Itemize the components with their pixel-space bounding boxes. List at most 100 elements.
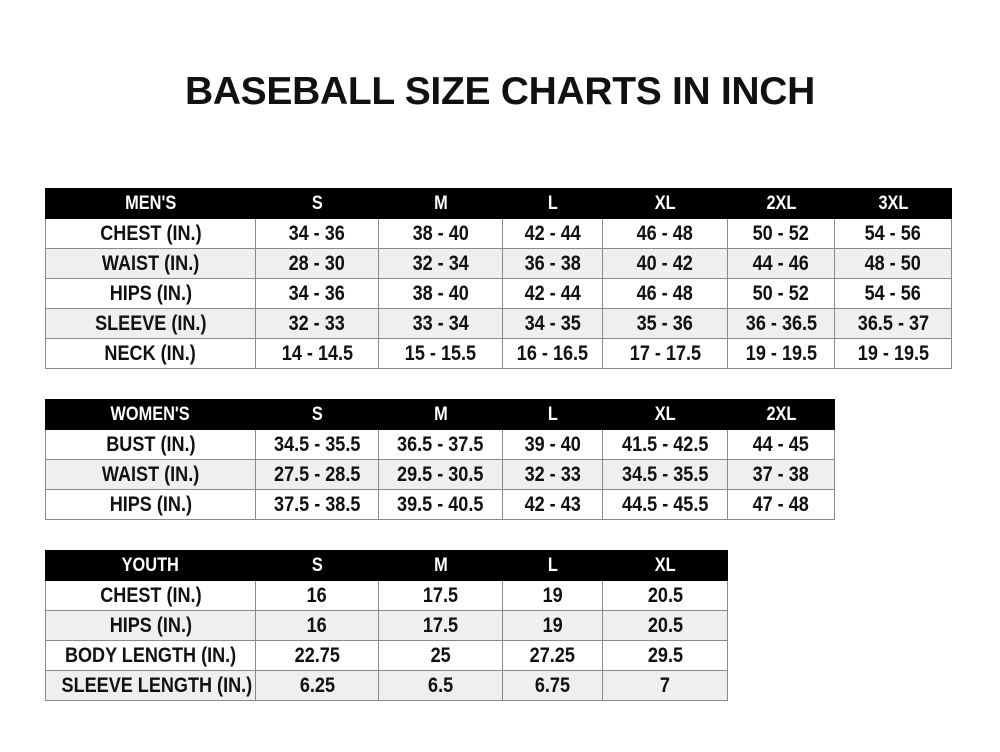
size-cell: 20.5 (602, 610, 728, 641)
size-cell: 50 - 52 (727, 278, 835, 309)
size-cell: 38 - 40 (378, 218, 503, 249)
header-label: 2XL (766, 403, 796, 425)
cell-text: 50 - 52 (752, 221, 810, 245)
size-cell: 39.5 - 40.5 (378, 489, 503, 520)
size-cell: 25 (378, 640, 503, 671)
size-cell: 32 - 34 (378, 248, 503, 279)
column-header: 2XL (727, 188, 835, 219)
size-cell: 29.5 (602, 640, 728, 671)
size-cell: 34 - 35 (502, 308, 603, 339)
cell-text: 38 - 40 (412, 281, 469, 305)
cell-text: 54 - 56 (864, 281, 922, 305)
cell-text: 36 - 38 (524, 251, 581, 275)
size-cell: 17.5 (378, 580, 503, 611)
size-cell: 19 - 19.5 (834, 338, 952, 369)
cell-text: 19 (542, 583, 563, 607)
size-cell: 27.25 (502, 640, 603, 671)
header-label: L (547, 192, 558, 214)
cell-text: 34 - 36 (288, 221, 346, 245)
header-row: YOUTH S M L XL (45, 550, 728, 581)
table-row: BODY LENGTH (IN.) 22.75 25 27.25 29.5 (45, 640, 728, 671)
size-cell: 19 - 19.5 (727, 338, 835, 369)
header-label: L (547, 554, 558, 576)
header-label: XL (654, 403, 676, 425)
size-cell: 14 - 14.5 (255, 338, 379, 369)
cell-text: CHEST (IN.) (99, 583, 202, 607)
size-cell: 6.5 (378, 670, 503, 701)
table-row: HIPS (IN.) 34 - 36 38 - 40 42 - 44 46 - 48 50… (45, 278, 952, 309)
size-cell: 19 (502, 580, 603, 611)
table-row: HIPS (IN.) 16 17.5 19 20.5 (45, 610, 728, 641)
cell-text: HIPS (IN.) (109, 613, 192, 637)
header-label: 3XL (878, 192, 908, 214)
header-label: M (433, 403, 448, 425)
cell-text: 16 (306, 583, 328, 607)
cell-text: 47 - 48 (752, 492, 810, 516)
row-label: CHEST (IN.) (45, 580, 256, 611)
cell-text: 39.5 - 40.5 (397, 492, 484, 516)
column-header: 2XL (727, 399, 835, 430)
cell-text: 25 (430, 643, 451, 667)
size-cell: 17 - 17.5 (602, 338, 728, 369)
size-cell: 16 (255, 580, 379, 611)
size-cell: 34 - 36 (255, 218, 379, 249)
size-cell: 36.5 - 37 (834, 308, 952, 339)
size-cell: 16 - 16.5 (502, 338, 603, 369)
row-label: CHEST (IN.) (45, 218, 256, 249)
cell-text: 35 - 36 (636, 311, 694, 335)
table-row: HIPS (IN.) 37.5 - 38.5 39.5 - 40.5 42 - 43 4… (45, 489, 835, 520)
cell-text: 27.25 (529, 643, 576, 667)
row-label: HIPS (IN.) (45, 278, 256, 309)
size-cell: 6.75 (502, 670, 603, 701)
column-header: MEN'S (45, 188, 256, 219)
header-label: XL (654, 192, 676, 214)
size-cell: 7 (602, 670, 728, 701)
size-cell: 48 - 50 (834, 248, 952, 279)
cell-text: 44 - 45 (752, 432, 810, 456)
cell-text: HIPS (IN.) (109, 492, 192, 516)
cell-text: 44.5 - 45.5 (621, 492, 709, 516)
cell-text: WAIST (IN.) (101, 251, 200, 275)
cell-text: 7 (659, 673, 671, 697)
header-label: M (433, 192, 448, 214)
column-header: M (378, 399, 503, 430)
size-cell: 46 - 48 (602, 218, 728, 249)
cell-text: 20.5 (647, 583, 683, 607)
size-cell: 29.5 - 30.5 (378, 459, 503, 490)
header-row: MEN'S S M L XL 2XL 3XL (45, 188, 952, 219)
size-cell: 41.5 - 42.5 (602, 429, 728, 460)
size-cell: 34.5 - 35.5 (602, 459, 728, 490)
size-cell: 33 - 34 (378, 308, 503, 339)
womens-size-table: WOMEN'S S M L XL 2XL BUST (IN.) 34.5 - 35.5 36.5… (45, 399, 835, 520)
mens-size-table: MEN'S S M L XL 2XL 3XL CHEST (IN.) 34 - 36 38 - 4… (45, 188, 952, 369)
size-cell: 20.5 (602, 580, 728, 611)
table-row: SLEEVE LENGTH (IN.) 6.25 6.5 6.75 7 (45, 670, 728, 701)
cell-text: 34 - 35 (524, 311, 581, 335)
row-label: SLEEVE LENGTH (IN.) (45, 670, 256, 701)
cell-text: 37 - 38 (752, 462, 810, 486)
size-cell: 39 - 40 (502, 429, 603, 460)
header-label: MEN'S (124, 192, 177, 214)
cell-text: 6.5 (427, 673, 454, 697)
table-row: CHEST (IN.) 34 - 36 38 - 40 42 - 44 46 - 48 5… (45, 218, 952, 249)
size-cell: 17.5 (378, 610, 503, 641)
column-header: M (378, 188, 503, 219)
size-cell: 44 - 45 (727, 429, 835, 460)
size-cell: 15 - 15.5 (378, 338, 503, 369)
column-header: S (255, 399, 379, 430)
cell-text: 17.5 (422, 583, 459, 607)
header-label: XL (654, 554, 676, 576)
page-title: BASEBALL SIZE CHARTS IN INCH (184, 70, 816, 113)
table-row: WAIST (IN.) 27.5 - 28.5 29.5 - 30.5 32 - 33… (45, 459, 835, 490)
size-cell: 32 - 33 (255, 308, 379, 339)
size-cell: 44.5 - 45.5 (602, 489, 728, 520)
size-cell: 27.5 - 28.5 (255, 459, 379, 490)
cell-text: CHEST (IN.) (99, 221, 202, 245)
cell-text: 17 - 17.5 (629, 341, 701, 365)
cell-text: 37.5 - 38.5 (273, 492, 361, 516)
column-header: WOMEN'S (45, 399, 256, 430)
cell-text: 33 - 34 (412, 311, 469, 335)
size-cell: 37.5 - 38.5 (255, 489, 379, 520)
table-row: BUST (IN.) 34.5 - 35.5 36.5 - 37.5 39 - 40 4… (45, 429, 835, 460)
cell-text: 28 - 30 (288, 251, 346, 275)
